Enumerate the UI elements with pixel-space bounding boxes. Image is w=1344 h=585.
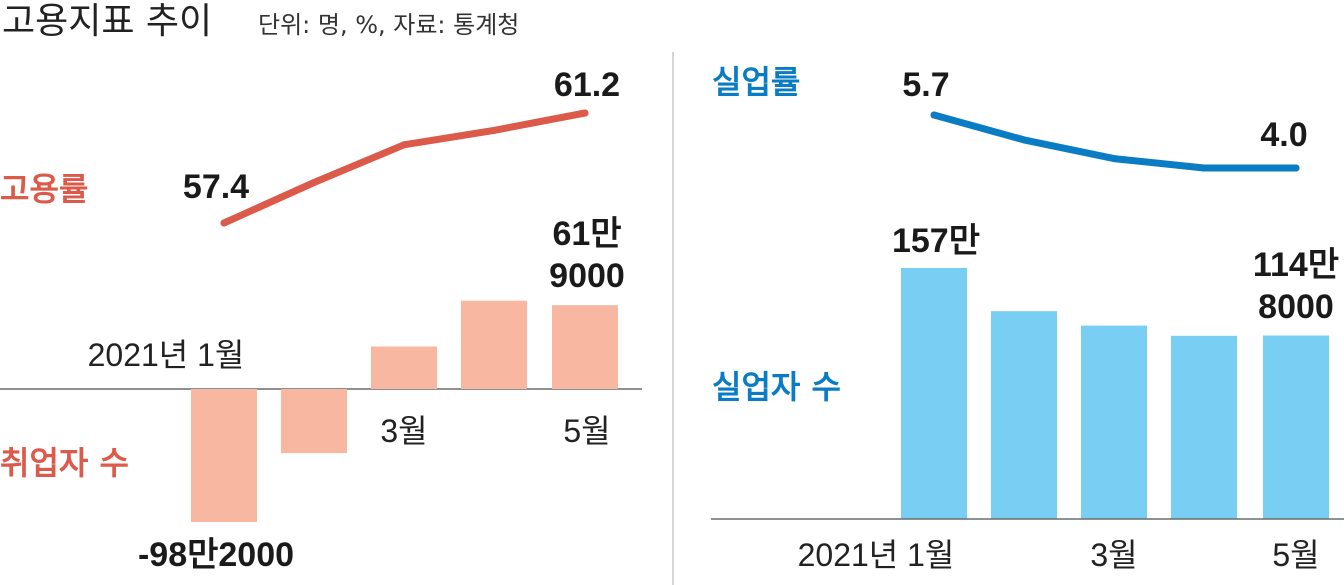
unemployed-count-bar <box>1081 325 1147 519</box>
unemployment-rate-point <box>1292 164 1300 172</box>
unemployed-count-value-label: 8000 <box>1258 288 1334 326</box>
unemployed-count-tick-label: 5월 <box>1272 537 1319 573</box>
employment-rate-label: 고용률 <box>0 170 88 208</box>
unemployment-rate-label: 실업률 <box>712 63 800 101</box>
unemployment-rate-point <box>1020 136 1028 144</box>
employment-rate-point <box>581 109 589 117</box>
employment-rate-point <box>310 179 318 186</box>
employment-rate-value-label: 57.4 <box>183 168 249 206</box>
employed-change-tick-label: 3월 <box>380 413 427 449</box>
employed-change-bar <box>371 346 437 389</box>
chart-subtitle: 단위: 명, %, 자료: 통계청 <box>258 11 519 39</box>
employed-change-tick-label: 2021년 1월 <box>88 337 245 373</box>
employment-rate-point <box>220 219 228 227</box>
unemployment-rate-value-label: 5.7 <box>902 66 949 104</box>
employment-rate-line <box>220 109 589 227</box>
unemployed-count-label: 실업자 수 <box>712 368 841 406</box>
employment-rate-value-label: 61.2 <box>554 66 620 104</box>
unemployed-count-bar <box>1263 335 1329 519</box>
unemployment-rate-point <box>930 111 938 119</box>
employed-change-value-label: 9000 <box>549 257 625 295</box>
unemployment-rate-point <box>1110 155 1118 163</box>
unemployed-count-bar <box>1171 335 1237 519</box>
chart-title: 고용지표 추이 <box>2 1 212 42</box>
employed-change-label: 취업자 수 <box>0 444 129 482</box>
unemployment-rate-value-label: 4.0 <box>1260 116 1307 154</box>
employment-rate-point <box>490 126 498 134</box>
employed-change-value-label: 61만 <box>552 215 621 253</box>
employed-change-value-label: -98만2000 <box>138 536 294 574</box>
employed-change-tick-label: 5월 <box>563 413 610 449</box>
employed-change-bar <box>281 389 347 454</box>
employment-rate-point <box>400 141 408 149</box>
unemployed-count-tick-label: 3월 <box>1090 537 1137 573</box>
unemployed-count-bar <box>901 268 967 519</box>
unemployment-rate-point <box>1200 164 1208 172</box>
unemployed-count-bar <box>991 311 1057 519</box>
unemployed-count-tick-label: 2021년 1월 <box>798 537 955 573</box>
employed-change-bar <box>552 305 618 389</box>
employed-change-bar <box>461 300 527 389</box>
employed-change-bar <box>191 389 257 522</box>
unemployed-count-value-label: 114만 <box>1253 246 1339 284</box>
unemployed-count-value-label: 157만 <box>892 222 980 260</box>
